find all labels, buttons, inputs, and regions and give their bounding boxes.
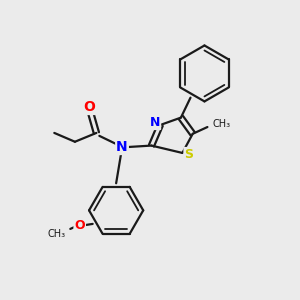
- Text: O: O: [83, 100, 95, 114]
- Text: O: O: [74, 219, 85, 232]
- Text: N: N: [150, 116, 160, 129]
- Text: CH₃: CH₃: [47, 229, 66, 238]
- Text: S: S: [184, 148, 194, 161]
- Text: N: N: [116, 140, 128, 154]
- Text: CH₃: CH₃: [212, 119, 230, 129]
